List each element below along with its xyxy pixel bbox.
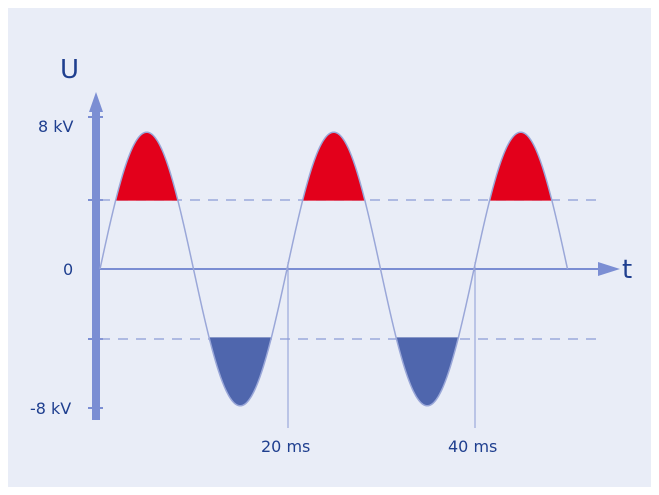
diagram-panel [8, 8, 651, 487]
x-tick-label-20ms: 20 ms [261, 437, 310, 456]
negative-peak-fill [209, 337, 272, 406]
y-axis-arrow-icon [89, 92, 103, 112]
y-axis-label: U [60, 55, 79, 85]
positive-peak-fill [302, 132, 365, 201]
x-tick-label-40ms: 40 ms [448, 437, 497, 456]
peak-fills [115, 132, 552, 406]
positive-peak-fill [115, 132, 178, 201]
y-tick-label-zero: 0 [63, 260, 73, 279]
positive-peak-fill [489, 132, 552, 201]
y-tick-label-top: 8 kV [38, 117, 74, 136]
y-tick-label-bottom: -8 kV [30, 399, 71, 418]
negative-peak-fill [396, 337, 459, 406]
x-axis-arrow-icon [598, 262, 620, 276]
sine-curve [99, 131, 569, 407]
y-axis [92, 110, 100, 420]
x-axis-label: t [622, 255, 632, 285]
